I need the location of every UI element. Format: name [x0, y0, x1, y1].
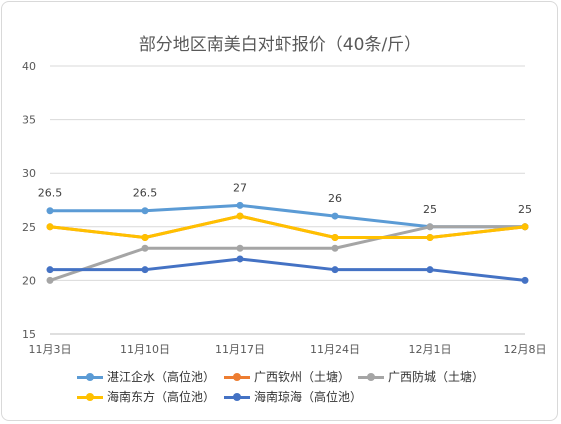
series-layer	[46, 201, 529, 284]
legend-item-zhanjiang: 湛江企水（高位池）	[77, 368, 215, 386]
legend-swatch	[358, 372, 384, 382]
data-point	[46, 266, 54, 274]
data-label: 26.5	[133, 187, 158, 200]
legend-item-qionghai: 海南琼海（高位池）	[224, 388, 362, 406]
y-axis-ticks: 15 20 25 30 35 40	[22, 60, 36, 341]
series-4	[46, 255, 529, 284]
y-tick-label: 25	[22, 221, 36, 234]
x-tick-label: 11月3日	[29, 343, 72, 356]
chart-title: 部分地区南美白对虾报价（40条/斤）	[139, 35, 421, 55]
data-label: 27	[233, 181, 247, 194]
x-tick-label: 11月24日	[310, 343, 360, 356]
y-tick-label: 30	[22, 167, 36, 180]
y-tick-label: 35	[22, 114, 36, 127]
data-point	[236, 201, 244, 209]
legend-swatch	[77, 392, 103, 402]
data-point	[331, 244, 339, 252]
gridlines	[50, 65, 525, 335]
y-tick-label: 15	[22, 328, 36, 341]
legend-item-dongfang: 海南东方（高位池）	[77, 388, 215, 406]
legend-swatch	[77, 372, 103, 382]
series-2	[46, 223, 529, 284]
series-line	[48, 214, 527, 240]
data-point	[331, 212, 339, 220]
data-point	[521, 276, 529, 284]
data-point	[521, 223, 529, 231]
legend-label: 广西防城（土塘）	[388, 370, 485, 384]
data-point	[236, 255, 244, 263]
y-tick-label: 20	[22, 274, 36, 287]
data-labels: 26.5 26.5 27 26 25 25	[38, 181, 532, 215]
x-tick-label: 11月17日	[215, 343, 265, 356]
legend-item-fangcheng: 广西防城（土塘）	[358, 368, 484, 386]
legend-label: 广西钦州（土塘）	[254, 370, 351, 384]
series-3	[46, 212, 529, 242]
series-line	[48, 225, 527, 282]
legend-swatch	[224, 372, 250, 382]
legend-swatch	[224, 392, 250, 402]
data-point	[46, 276, 54, 284]
x-axis-ticks: 11月3日 11月10日 11月17日 11月24日 12月1日 12月8日	[29, 343, 547, 356]
data-label: 25	[423, 203, 437, 216]
data-point	[426, 234, 434, 242]
series-line	[48, 257, 527, 282]
data-point	[141, 207, 149, 215]
data-point	[46, 207, 54, 215]
data-point	[331, 266, 339, 274]
data-label: 26	[328, 192, 342, 205]
data-point	[426, 223, 434, 231]
data-label: 26.5	[38, 187, 63, 200]
y-tick-label: 40	[22, 60, 36, 73]
x-tick-label: 12月1日	[409, 343, 452, 356]
series-line	[48, 203, 527, 229]
legend-item-qinzhou: 广西钦州（土塘）	[224, 368, 350, 386]
data-point	[236, 212, 244, 220]
data-point	[141, 266, 149, 274]
data-point	[141, 244, 149, 252]
data-label: 25	[518, 203, 532, 216]
legend-label: 海南琼海（高位池）	[254, 390, 363, 404]
legend-label: 湛江企水（高位池）	[107, 370, 216, 384]
x-tick-label: 12月8日	[504, 343, 547, 356]
data-point	[141, 234, 149, 242]
data-point	[236, 244, 244, 252]
data-point	[46, 223, 54, 231]
legend-label: 海南东方（高位池）	[107, 390, 216, 404]
data-point	[426, 266, 434, 274]
x-tick-label: 11月10日	[120, 343, 170, 356]
data-point	[331, 234, 339, 242]
